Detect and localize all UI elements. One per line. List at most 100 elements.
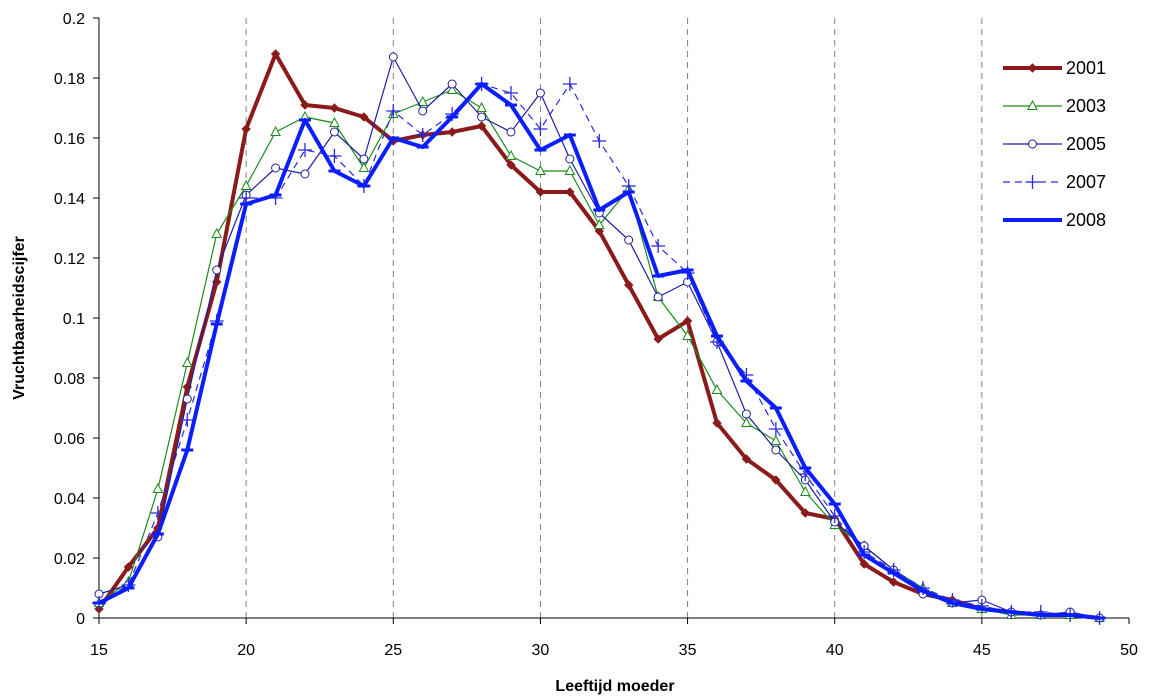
data-point-2003 bbox=[358, 161, 370, 172]
data-point-2007 bbox=[327, 149, 342, 163]
data-point-2001 bbox=[123, 562, 134, 572]
series-line-2008 bbox=[98, 82, 1100, 620]
axes: 0 0.02 0.04 0.06 0.08 0.1 0.12 0.14 0.16 0.18 0.2 1… bbox=[54, 11, 1138, 659]
data-series bbox=[92, 49, 1107, 625]
vertical-gridlines bbox=[245, 18, 983, 618]
legend-label-2007: 2007 bbox=[1066, 172, 1106, 192]
data-point-2005 bbox=[329, 127, 339, 137]
data-point-2003 bbox=[505, 149, 517, 160]
data-point-2005 bbox=[359, 154, 369, 164]
data-point-2001 bbox=[565, 187, 575, 197]
data-point-2005 bbox=[535, 88, 545, 98]
data-point-2003 bbox=[741, 416, 752, 427]
data-point-2003 bbox=[682, 329, 693, 340]
x-tick-label: 15 bbox=[90, 642, 108, 659]
data-point-2007 bbox=[298, 143, 312, 157]
legend-label-2001: 2001 bbox=[1066, 58, 1106, 78]
series-2007 bbox=[92, 77, 1107, 625]
legend-label-2008: 2008 bbox=[1066, 210, 1106, 230]
y-tick-label: 0.06 bbox=[54, 431, 85, 448]
data-point-2001 bbox=[624, 280, 634, 290]
data-point-2003 bbox=[417, 95, 429, 106]
data-point-2007 bbox=[651, 239, 666, 253]
data-point-2003 bbox=[799, 485, 811, 496]
series-2008 bbox=[93, 82, 1106, 620]
data-point-2007 bbox=[592, 134, 607, 148]
legend-marker-2003 bbox=[1027, 99, 1038, 110]
x-tick-label: 40 bbox=[826, 642, 844, 659]
legend-marker-2005 bbox=[1028, 139, 1037, 149]
data-point-2003 bbox=[446, 83, 458, 94]
data-point-2001 bbox=[270, 49, 281, 59]
data-point-2001 bbox=[712, 418, 722, 428]
legend-item-2005: 2005 bbox=[1003, 134, 1106, 154]
legend-item-2008: 2008 bbox=[1003, 210, 1106, 230]
data-point-2001 bbox=[741, 454, 752, 464]
data-point-2005 bbox=[182, 394, 192, 404]
data-point-2003 bbox=[593, 218, 605, 229]
data-point-2003 bbox=[240, 179, 252, 190]
data-point-2003 bbox=[770, 434, 782, 445]
data-point-2005 bbox=[271, 163, 281, 173]
data-point-2001 bbox=[359, 112, 369, 122]
data-point-2001 bbox=[300, 100, 310, 110]
data-point-2005 bbox=[300, 169, 310, 179]
data-point-2001 bbox=[476, 121, 487, 131]
data-point-2007 bbox=[768, 422, 783, 436]
data-point-2003 bbox=[211, 227, 223, 238]
legend-label-2003: 2003 bbox=[1066, 96, 1106, 116]
legend: 2001 2003 2005 2007 2008 bbox=[1003, 58, 1106, 230]
y-tick-label: 0.16 bbox=[54, 131, 85, 148]
y-axis-title: Vruchtbaarheidscijfer bbox=[11, 236, 28, 400]
y-tick-label: 0.12 bbox=[54, 251, 85, 268]
data-point-2001 bbox=[506, 160, 516, 170]
data-point-2005 bbox=[624, 235, 634, 245]
data-point-2003 bbox=[476, 101, 487, 112]
data-point-2001 bbox=[888, 577, 899, 587]
y-tick-label: 0.02 bbox=[54, 551, 85, 568]
data-point-2003 bbox=[270, 125, 281, 136]
legend-label-2005: 2005 bbox=[1066, 134, 1106, 154]
data-point-2005 bbox=[771, 445, 781, 455]
data-point-2005 bbox=[418, 106, 428, 116]
y-tick-label: 0 bbox=[76, 611, 85, 628]
data-point-2003 bbox=[535, 164, 546, 175]
x-tick-label: 50 bbox=[1120, 642, 1138, 659]
data-point-2003 bbox=[564, 164, 576, 175]
legend-item-2003: 2003 bbox=[1003, 96, 1106, 116]
data-point-2007 bbox=[386, 104, 401, 118]
data-point-2005 bbox=[741, 409, 751, 419]
data-point-2005 bbox=[653, 292, 663, 302]
y-tick-label: 0.18 bbox=[54, 71, 85, 88]
y-tick-label: 0.08 bbox=[54, 371, 85, 388]
data-point-2003 bbox=[152, 482, 164, 493]
x-tick-label: 30 bbox=[532, 642, 550, 659]
data-point-2003 bbox=[711, 383, 723, 394]
data-point-2001 bbox=[800, 508, 810, 518]
x-tick-label: 25 bbox=[384, 642, 402, 659]
series-line-2003 bbox=[98, 89, 1100, 619]
data-point-2001 bbox=[535, 187, 546, 197]
y-tick-label: 0.04 bbox=[54, 491, 85, 508]
legend-item-2007: 2007 bbox=[1003, 172, 1106, 192]
data-point-2007 bbox=[150, 506, 165, 520]
data-point-2001 bbox=[329, 103, 340, 113]
data-point-2005 bbox=[565, 154, 575, 164]
x-tick-label: 45 bbox=[973, 642, 991, 659]
data-point-2007 bbox=[180, 413, 195, 427]
data-point-2005 bbox=[388, 52, 398, 62]
legend-item-2001: 2001 bbox=[1003, 58, 1106, 78]
x-tick-label: 20 bbox=[237, 642, 255, 659]
data-point-2007 bbox=[415, 128, 430, 142]
data-point-2005 bbox=[212, 265, 222, 275]
data-point-2001 bbox=[447, 127, 457, 137]
data-point-2005 bbox=[477, 112, 487, 122]
data-point-2005 bbox=[447, 79, 457, 89]
x-tick-label: 35 bbox=[679, 642, 697, 659]
data-point-2001 bbox=[653, 334, 663, 344]
data-point-2007 bbox=[504, 86, 518, 100]
data-point-2003 bbox=[181, 356, 193, 367]
legend-marker-2001 bbox=[1027, 63, 1038, 73]
data-point-2001 bbox=[771, 475, 781, 485]
